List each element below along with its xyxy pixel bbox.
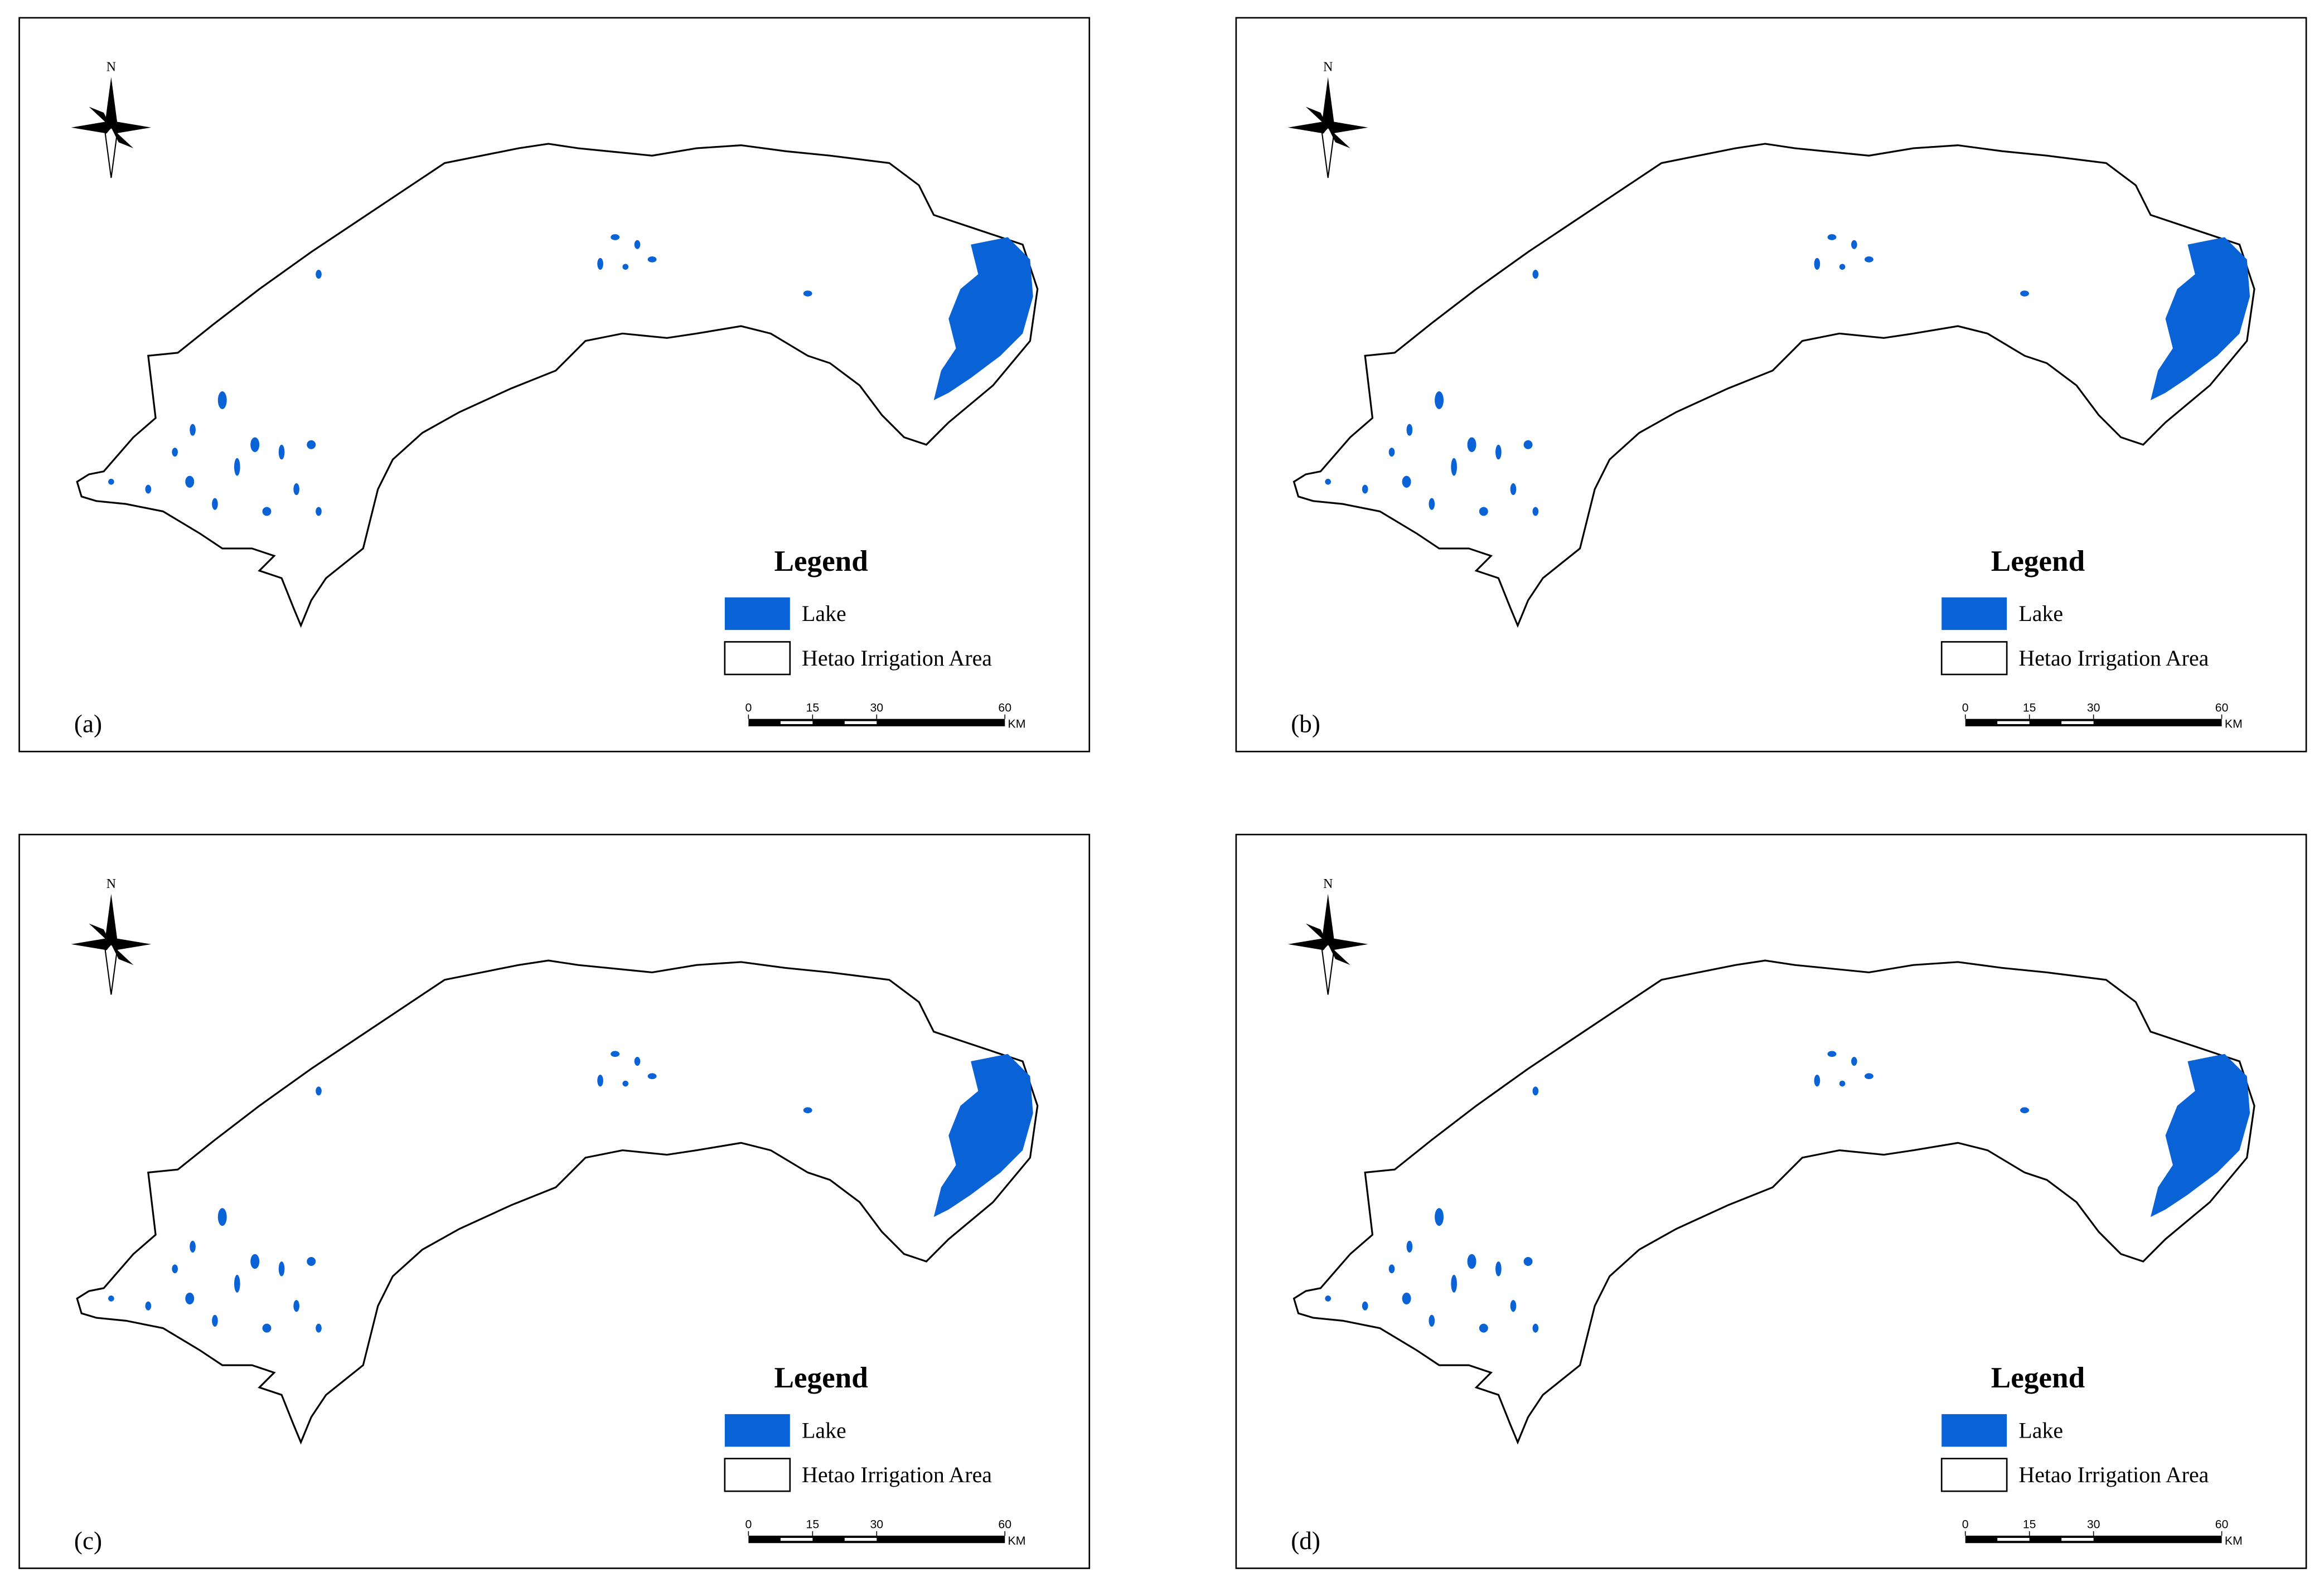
legend-swatch-lake bbox=[1941, 597, 2007, 630]
legend-title: Legend bbox=[774, 1361, 868, 1394]
legend-label: Hetao Irrigation Area bbox=[802, 1462, 992, 1487]
legend-label: Lake bbox=[802, 1418, 846, 1443]
map-panel: N Legend Lake Hetao Irrigation Area 0 15 30 60 K… bbox=[1235, 17, 2307, 753]
north-label: N bbox=[1323, 877, 1333, 891]
scale-label: 30 bbox=[2087, 1518, 2100, 1531]
scale-bar-segment bbox=[844, 721, 877, 725]
legend-swatch-lake bbox=[724, 597, 790, 630]
legend-label: Hetao Irrigation Area bbox=[802, 645, 992, 671]
scale-label: 60 bbox=[2215, 701, 2229, 714]
scale-unit: KM bbox=[1008, 717, 1026, 731]
scale-label: 60 bbox=[998, 701, 1011, 714]
legend-label: Hetao Irrigation Area bbox=[2018, 1462, 2209, 1487]
panel-label: (d) bbox=[1291, 1527, 1320, 1555]
scale-label: 30 bbox=[2087, 701, 2100, 714]
scale-label: 0 bbox=[745, 701, 752, 714]
map-panel: N Legend Lake Hetao Irrigation Area 0 15 30 60 K… bbox=[18, 17, 1091, 753]
north-label: N bbox=[106, 877, 116, 891]
scale-label: 0 bbox=[745, 1518, 752, 1531]
panel-label: (a) bbox=[74, 710, 102, 738]
north-label: N bbox=[106, 60, 116, 75]
map-panel: N Legend Lake Hetao Irrigation Area 0 15 30 60 K… bbox=[18, 833, 1091, 1569]
legend-label: Lake bbox=[802, 601, 846, 626]
scale-label: 15 bbox=[2023, 1518, 2036, 1531]
panel-label: (b) bbox=[1291, 710, 1320, 738]
scale-label: 30 bbox=[870, 701, 883, 714]
scale-label: 15 bbox=[806, 701, 820, 714]
legend-swatch-lake bbox=[1941, 1414, 2007, 1447]
scale-bar-segment bbox=[780, 721, 813, 725]
scale-bar-segment bbox=[2061, 721, 2094, 725]
legend-swatch-area bbox=[724, 641, 791, 676]
scale-bar-segment bbox=[1997, 721, 2030, 725]
scale-unit: KM bbox=[2225, 1534, 2243, 1547]
scale-unit: KM bbox=[2225, 717, 2243, 731]
legend-label: Hetao Irrigation Area bbox=[2018, 645, 2209, 671]
legend-swatch-area bbox=[1940, 1458, 2008, 1492]
scale-label: 60 bbox=[2215, 1518, 2229, 1531]
scale-unit: KM bbox=[1008, 1534, 1026, 1547]
legend-title: Legend bbox=[1991, 545, 2085, 577]
legend-swatch-lake bbox=[724, 1414, 790, 1447]
map-panel: N Legend Lake Hetao Irrigation Area 0 15 30 60 K… bbox=[1235, 833, 2307, 1569]
legend-title: Legend bbox=[774, 545, 868, 577]
scale-label: 0 bbox=[1962, 1518, 1969, 1531]
legend-label: Lake bbox=[2018, 601, 2063, 626]
scale-label: 15 bbox=[2023, 701, 2036, 714]
scale-bar-segment bbox=[1997, 1537, 2030, 1541]
panel-label: (c) bbox=[74, 1527, 102, 1555]
legend-label: Lake bbox=[2018, 1418, 2063, 1443]
scale-label: 15 bbox=[806, 1518, 820, 1531]
legend-title: Legend bbox=[1991, 1361, 2085, 1394]
scale-bar-segment bbox=[2061, 1537, 2094, 1541]
scale-label: 30 bbox=[870, 1518, 883, 1531]
legend-swatch-area bbox=[724, 1458, 791, 1492]
north-label: N bbox=[1323, 60, 1333, 75]
legend-swatch-area bbox=[1940, 641, 2008, 676]
scale-label: 0 bbox=[1962, 701, 1969, 714]
scale-bar-segment bbox=[780, 1537, 813, 1541]
scale-bar-segment bbox=[844, 1537, 877, 1541]
scale-label: 60 bbox=[998, 1518, 1011, 1531]
